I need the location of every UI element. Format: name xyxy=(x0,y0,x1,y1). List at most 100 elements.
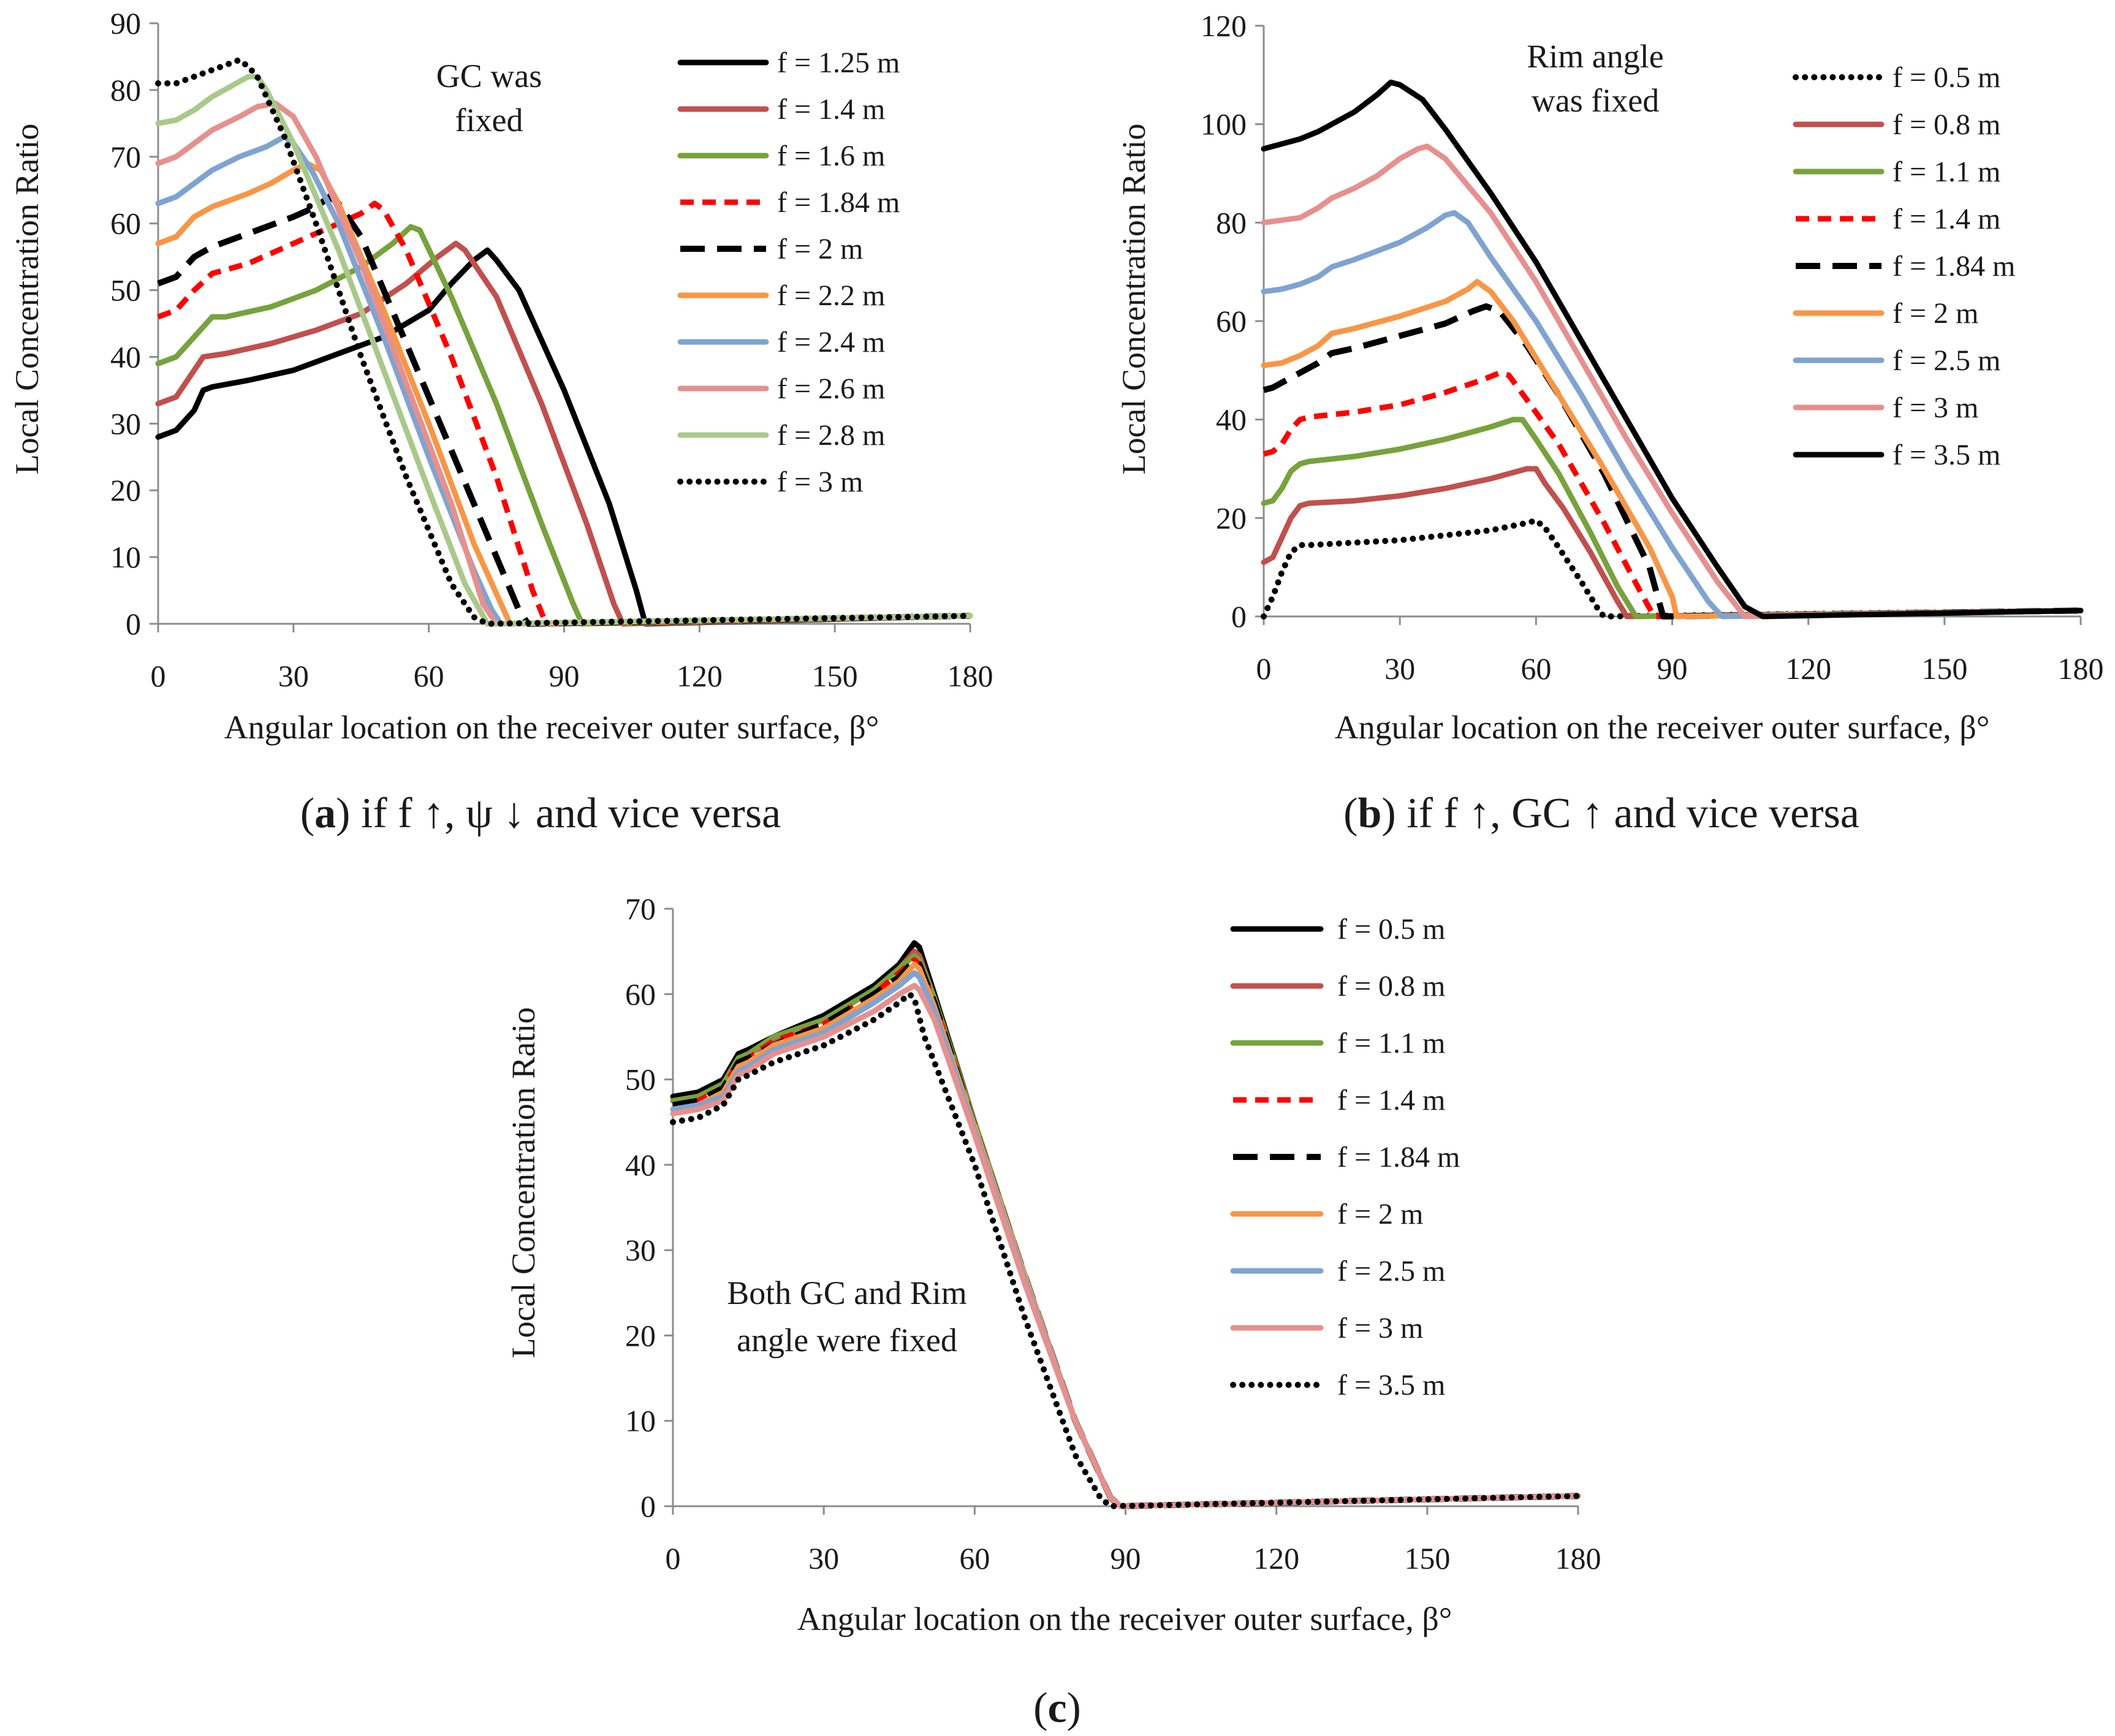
legend-label: f = 1.84 m xyxy=(777,186,900,219)
annotation-line: Rim angle xyxy=(1527,38,1663,75)
chart-panel-a: GC was fixed Angular location on the rec… xyxy=(9,6,993,837)
legend-label: f = 1.84 m xyxy=(1337,1141,1460,1173)
legend-label: f = 2 m xyxy=(1893,297,1978,330)
x-tick-label: 150 xyxy=(812,659,858,693)
x-tick-label: 0 xyxy=(151,659,166,693)
y-tick-label: 120 xyxy=(1201,9,1247,43)
x-axis-label: Angular location on the receiver outer s… xyxy=(797,1601,1452,1637)
x-tick-label: 120 xyxy=(1253,1541,1299,1575)
y-tick-label: 20 xyxy=(1216,501,1247,535)
caption-text: if f ↑, GC ↑ and vice versa xyxy=(1407,790,1859,837)
x-axis-label: Angular location on the receiver outer s… xyxy=(1335,709,1990,746)
y-tick-label: 0 xyxy=(640,1489,656,1523)
legend-label: f = 2 m xyxy=(777,233,863,265)
x-tick-label: 150 xyxy=(1404,1541,1450,1575)
y-axis-label: Local Concentration Ratio xyxy=(9,124,45,475)
legend-label: f = 2.6 m xyxy=(777,373,885,405)
y-tick-label: 70 xyxy=(110,140,141,174)
y-tick-label: 40 xyxy=(625,1148,656,1182)
series-line xyxy=(670,991,1581,1509)
y-tick-label: 60 xyxy=(110,207,141,241)
chart-panel-b: Rim angle was fixed Angular location on … xyxy=(1115,9,2104,837)
y-tick-label: 80 xyxy=(1216,205,1247,240)
x-tick-label: 30 xyxy=(808,1541,839,1575)
y-tick-label: 30 xyxy=(110,406,141,441)
x-tick-label: 180 xyxy=(947,659,993,693)
legend-label: f = 1.1 m xyxy=(1893,156,2000,188)
caption-label: b xyxy=(1357,790,1381,837)
legend-label: f = 3 m xyxy=(777,466,863,498)
y-tick-label: 40 xyxy=(1216,403,1247,437)
y-tick-label: 70 xyxy=(625,892,656,926)
annotation-line: fixed xyxy=(455,102,523,138)
legend-label: f = 1.4 m xyxy=(1893,203,2000,235)
y-tick-label: 80 xyxy=(110,73,141,107)
annotation-line: was fixed xyxy=(1532,82,1659,119)
y-tick-label: 10 xyxy=(625,1404,656,1438)
x-tick-label: 90 xyxy=(1657,651,1688,686)
caption: (c) xyxy=(1033,1685,1081,1732)
y-tick-label: 60 xyxy=(1216,304,1247,338)
y-axis-label: Local Concentration Ratio xyxy=(1115,124,1152,475)
legend-label: f = 0.5 m xyxy=(1893,61,2000,94)
legend-label: f = 1.1 m xyxy=(1337,1027,1445,1059)
x-tick-label: 150 xyxy=(1921,651,1967,686)
y-tick-label: 0 xyxy=(1231,599,1247,634)
legend-label: f = 1.25 m xyxy=(777,47,900,79)
caption-text: if f ↑, ψ ↓ and vice versa xyxy=(361,790,781,837)
x-tick-label: 60 xyxy=(959,1541,990,1575)
x-tick-label: 60 xyxy=(1521,651,1551,686)
annotation-line: Both GC and Rim xyxy=(727,1275,967,1311)
annotation-line: GC was xyxy=(436,58,542,94)
y-axis-label: Local Concentration Ratio xyxy=(505,1007,542,1359)
y-tick-label: 0 xyxy=(126,607,141,641)
caption-label: c xyxy=(1047,1685,1066,1732)
x-axis-label: Angular location on the receiver outer s… xyxy=(224,709,879,746)
x-tick-label: 90 xyxy=(549,659,580,693)
legend-label: f = 2.5 m xyxy=(1337,1255,1445,1287)
legend-label: f = 2.2 m xyxy=(777,279,885,312)
x-tick-label: 30 xyxy=(278,659,309,693)
chart-panel-c: Both GC and Rim angle were fixed Angular… xyxy=(505,892,1601,1732)
series-line xyxy=(1261,79,2084,620)
legend-label: f = 3.5 m xyxy=(1337,1369,1445,1401)
legend-label: f = 1.4 m xyxy=(777,93,885,126)
legend-label: f = 2.8 m xyxy=(777,419,885,452)
series-line xyxy=(1263,370,2081,620)
legend-label: f = 2.4 m xyxy=(777,326,885,358)
legend-label: f = 0.8 m xyxy=(1893,108,2000,141)
y-tick-label: 10 xyxy=(110,540,141,574)
caption: (a) if f ↑, ψ ↓ and vice versa xyxy=(300,790,781,837)
x-tick-label: 90 xyxy=(1111,1541,1141,1575)
series-line xyxy=(157,194,971,627)
legend-label: f = 3 m xyxy=(1893,392,1978,424)
series-line xyxy=(155,56,973,627)
y-tick-label: 20 xyxy=(110,473,141,507)
annotation-line: angle were fixed xyxy=(737,1322,957,1359)
x-tick-label: 120 xyxy=(1785,651,1831,686)
x-tick-label: 60 xyxy=(414,659,444,693)
legend-label: f = 1.6 m xyxy=(777,140,885,172)
legend-label: f = 3.5 m xyxy=(1893,439,2000,471)
caption-label: a xyxy=(314,790,336,837)
legend-label: f = 0.5 m xyxy=(1337,913,1445,946)
y-tick-label: 90 xyxy=(110,6,141,40)
legend-label: f = 1.84 m xyxy=(1893,250,2015,282)
x-tick-label: 0 xyxy=(666,1541,681,1575)
y-tick-label: 20 xyxy=(625,1318,656,1352)
y-tick-label: 50 xyxy=(110,273,141,308)
y-tick-label: 30 xyxy=(625,1233,656,1267)
y-tick-label: 60 xyxy=(625,977,656,1011)
legend-label: f = 1.4 m xyxy=(1337,1084,1445,1116)
legend-label: f = 2 m xyxy=(1337,1198,1423,1230)
x-tick-label: 180 xyxy=(1555,1541,1601,1575)
x-tick-label: 0 xyxy=(1256,651,1272,686)
caption: (b) if f ↑, GC ↑ and vice versa xyxy=(1343,790,1859,837)
y-tick-label: 100 xyxy=(1201,107,1247,142)
x-tick-label: 120 xyxy=(677,659,723,693)
x-tick-label: 30 xyxy=(1384,651,1415,686)
y-tick-label: 40 xyxy=(110,339,141,374)
y-tick-label: 50 xyxy=(625,1063,656,1097)
